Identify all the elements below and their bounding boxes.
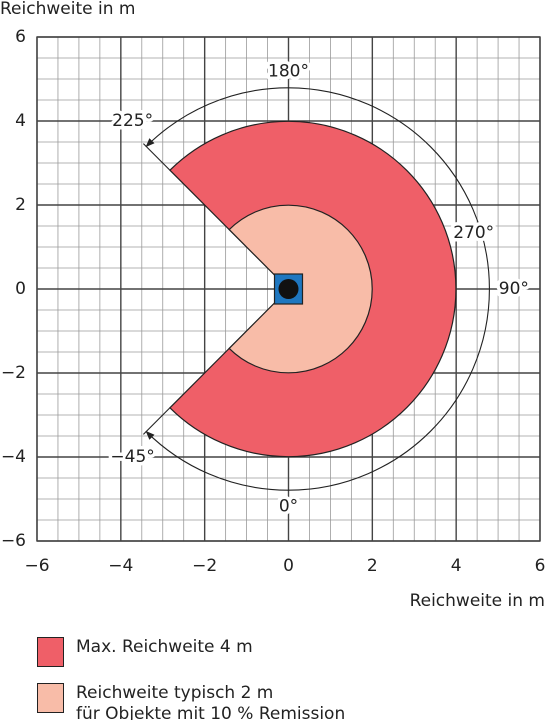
span-label: 270°: [453, 223, 494, 243]
y-tick-label: 0: [15, 279, 26, 299]
y-tick-label: −4: [1, 447, 26, 467]
angle-label: 180°: [268, 61, 309, 81]
x-tick-label: 4: [451, 556, 462, 576]
x-tick-label: −4: [108, 556, 133, 576]
y-tick-label: 6: [15, 27, 26, 47]
legend-swatch: [37, 637, 64, 667]
angle-label: −45°: [110, 447, 154, 467]
legend-item: Reichweite typisch 2 m für Objekte mit 1…: [37, 683, 345, 720]
legend-label: Max. Reichweite 4 m: [76, 637, 253, 657]
leader-line: [142, 143, 171, 171]
x-tick-label: −2: [192, 556, 217, 576]
angle-label: 90°: [499, 279, 529, 299]
legend-item: Max. Reichweite 4 m: [37, 637, 253, 667]
sensor-lens: [278, 279, 299, 299]
y-tick-label: −6: [1, 531, 26, 551]
legend-label: Reichweite typisch 2 m für Objekte mit 1…: [76, 683, 346, 720]
leader-line: [142, 407, 171, 435]
angle-arc: [145, 87, 490, 491]
legend-swatch: [37, 683, 64, 713]
angle-label: 0°: [279, 497, 298, 517]
y-axis-label: Reichweite in m: [0, 0, 135, 19]
x-tick-label: −6: [24, 556, 49, 576]
x-tick-label: 6: [535, 556, 546, 576]
x-axis-label: Reichweite in m: [410, 591, 545, 611]
x-tick-label: 2: [367, 556, 378, 576]
y-tick-label: 2: [15, 195, 26, 215]
x-tick-label: 0: [283, 556, 294, 576]
angle-label: 225°: [112, 111, 153, 131]
y-tick-label: −2: [1, 363, 26, 383]
plot-frame: [36, 36, 541, 542]
y-tick-label: 4: [15, 111, 26, 131]
